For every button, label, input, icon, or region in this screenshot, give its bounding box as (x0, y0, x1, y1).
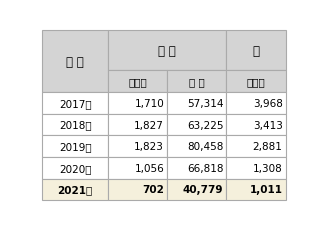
Bar (108, 157, 167, 179)
Bar (226, 136, 285, 157)
Text: 66,818: 66,818 (187, 163, 223, 173)
Text: 종목수: 종목수 (246, 77, 265, 87)
Text: 3,413: 3,413 (253, 120, 283, 130)
Text: 2019년: 2019년 (59, 142, 92, 152)
Bar (167, 157, 226, 179)
Text: 1,823: 1,823 (134, 142, 164, 152)
Bar (226, 179, 285, 200)
Bar (43, 93, 108, 114)
Text: 2017년: 2017년 (59, 98, 92, 109)
Bar (108, 114, 167, 136)
Bar (43, 136, 108, 157)
Bar (108, 179, 167, 200)
Bar (108, 31, 226, 71)
Text: 종목수: 종목수 (128, 77, 147, 87)
Bar (167, 93, 226, 114)
Text: 1,011: 1,011 (250, 185, 283, 194)
Bar (226, 93, 285, 114)
Bar (226, 114, 285, 136)
Text: 구 분: 구 분 (66, 55, 84, 68)
Text: 2018년: 2018년 (59, 120, 92, 130)
Text: 1,308: 1,308 (253, 163, 283, 173)
Bar (43, 114, 108, 136)
Text: 2,881: 2,881 (253, 142, 283, 152)
Bar (43, 179, 108, 200)
Bar (108, 71, 167, 93)
Text: 공 모: 공 모 (158, 44, 176, 57)
Bar (226, 71, 285, 93)
Text: 57,314: 57,314 (187, 98, 223, 109)
Text: 40,779: 40,779 (183, 185, 223, 194)
Bar (167, 179, 226, 200)
Bar (43, 31, 108, 93)
Bar (167, 71, 226, 93)
Text: 702: 702 (142, 185, 164, 194)
Bar (108, 136, 167, 157)
Bar (226, 31, 285, 71)
Bar (167, 136, 226, 157)
Bar (108, 93, 167, 114)
Text: 2020년: 2020년 (59, 163, 92, 173)
Text: 63,225: 63,225 (187, 120, 223, 130)
Text: 80,458: 80,458 (187, 142, 223, 152)
Text: 3,968: 3,968 (253, 98, 283, 109)
Bar (167, 114, 226, 136)
Text: 1,827: 1,827 (134, 120, 164, 130)
Text: 사: 사 (252, 44, 260, 57)
Text: 2021년: 2021년 (58, 185, 93, 194)
Text: 1,710: 1,710 (134, 98, 164, 109)
Text: 금 액: 금 액 (189, 77, 204, 87)
Text: 1,056: 1,056 (134, 163, 164, 173)
Bar (43, 157, 108, 179)
Bar (226, 157, 285, 179)
